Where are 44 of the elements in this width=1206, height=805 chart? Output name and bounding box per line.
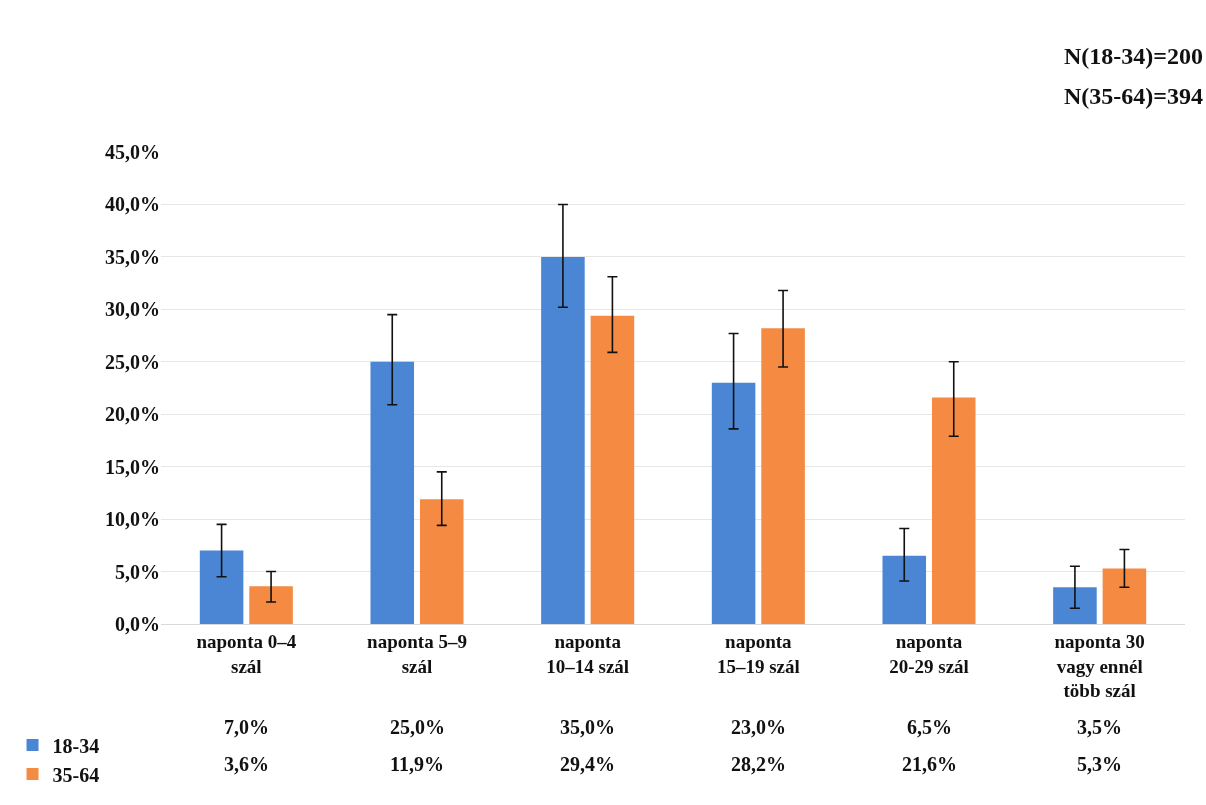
bar: [1053, 587, 1097, 624]
data-label: 23,0%: [731, 716, 786, 738]
data-label: 3,5%: [1077, 716, 1122, 738]
y-tick-label: 30,0%: [105, 298, 160, 321]
data-label: 7,0%: [224, 716, 269, 738]
text: N(35-64)=394: [1064, 83, 1203, 109]
bar: [1102, 568, 1147, 624]
data-label: 6,5%: [907, 716, 952, 738]
text: N(18-34)=200: [1064, 43, 1203, 69]
bar: [370, 361, 415, 624]
data-label: 5,3%: [1077, 753, 1122, 775]
data-label: 3,6%: [224, 753, 269, 775]
y-tick-label: 15,0%: [105, 455, 160, 478]
x-tick-label: naponta 0–4 szál: [196, 630, 297, 677]
bar: [711, 382, 756, 624]
legend-label: 35-64: [52, 763, 100, 786]
bar: [761, 328, 805, 624]
y-tick-label: 5,0%: [115, 560, 160, 583]
bar: [541, 256, 585, 624]
x-tick-label: naponta 15–19 szál: [716, 630, 800, 677]
bar: [931, 397, 976, 624]
bar: [249, 586, 293, 624]
legend-label: 18-34: [52, 734, 100, 757]
y-tick-label: 25,0%: [105, 350, 160, 373]
data-label: 11,9%: [390, 753, 444, 775]
y-tick-label: 0,0%: [115, 613, 160, 635]
y-tick-label: 40,0%: [105, 193, 160, 216]
x-tick-label: naponta 20-29 szál: [889, 630, 969, 677]
data-label: 25,0%: [390, 716, 445, 738]
bar: [590, 315, 635, 624]
y-tick-label: 45,0%: [105, 141, 160, 163]
bar: [199, 550, 244, 624]
bar: [419, 499, 464, 624]
data-label: 29,4%: [560, 753, 615, 775]
data-label: 21,6%: [902, 753, 957, 775]
y-tick-label: 20,0%: [105, 403, 160, 426]
x-tick-label: naponta 30 vagy ennél több szál: [1054, 630, 1145, 702]
x-tick-label: naponta 10–14 szál: [546, 630, 630, 677]
data-label: 28,2%: [731, 753, 786, 775]
data-label: 35,0%: [560, 716, 615, 738]
y-tick-label: 10,0%: [105, 508, 160, 531]
y-tick-label: 35,0%: [105, 245, 160, 268]
x-tick-label: naponta 5–9 szál: [367, 630, 467, 677]
bar: [882, 555, 927, 624]
